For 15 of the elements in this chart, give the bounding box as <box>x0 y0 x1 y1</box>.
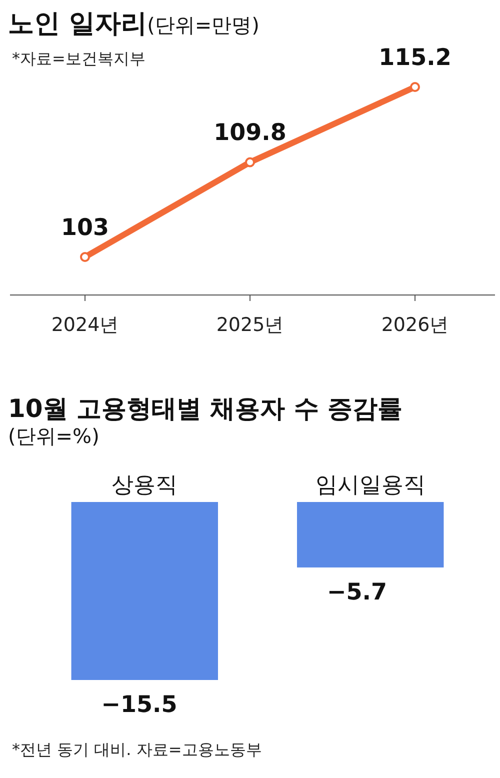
x-tick-label: 2026년 <box>381 314 449 336</box>
data-label: 115.2 <box>378 45 452 71</box>
x-tick-label: 임시일용직 <box>315 473 426 498</box>
data-label: −15.5 <box>101 692 178 718</box>
chart-subtitle: (단위=만명) <box>147 13 260 37</box>
data-label: 109.8 <box>214 120 286 146</box>
data-label: 103 <box>60 215 110 241</box>
text: *전년 동기 대비. 자료=고용노동부 <box>12 740 262 759</box>
data-label: −5.7 <box>327 579 388 606</box>
chart-title: 10월 고용형태별 채용자 수 증감률 <box>8 394 403 423</box>
chart-subtitle: (단위=%) <box>8 424 100 448</box>
x-tick-label: 상용직 <box>112 473 178 498</box>
x-tick-label: 2024년 <box>51 314 119 336</box>
x-tick-label: 2025년 <box>216 314 284 336</box>
text: *자료=보건복지부 <box>12 49 146 68</box>
